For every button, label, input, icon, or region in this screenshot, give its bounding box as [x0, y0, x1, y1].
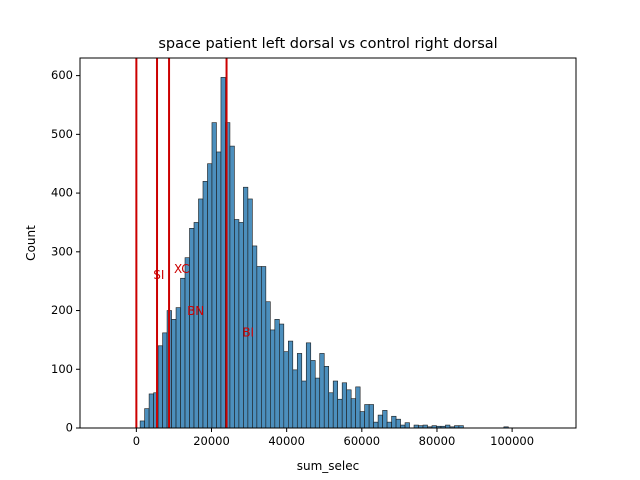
annotation-label: SI — [153, 268, 164, 282]
histogram-bar — [296, 353, 303, 429]
histogram-bar — [314, 377, 321, 429]
histogram-bar — [332, 380, 338, 429]
histogram-bar — [193, 222, 199, 429]
histogram-bar — [391, 415, 397, 429]
reference-annotations: SI XC BN BI — [153, 262, 254, 339]
histogram-bar — [355, 386, 361, 429]
histogram-bar — [279, 323, 285, 429]
x-tick-label: 40000 — [268, 434, 305, 448]
histogram-bar — [144, 408, 150, 429]
histogram-bar — [180, 277, 186, 429]
histogram-bar — [216, 151, 222, 429]
histogram-bar — [184, 257, 190, 429]
histogram-bar — [274, 319, 280, 429]
histogram-bar — [368, 404, 374, 429]
histogram-bar — [234, 219, 240, 429]
y-tick-label: 500 — [51, 127, 73, 141]
chart-title: space patient left dorsal vs control rig… — [158, 36, 497, 52]
histogram-bar — [189, 228, 195, 429]
histogram-bar — [341, 382, 347, 429]
y-axis-label: Count — [24, 225, 38, 261]
histogram-bar — [373, 421, 379, 429]
histogram-bar — [292, 369, 298, 429]
histogram-bar — [220, 77, 226, 429]
histogram-bar — [148, 393, 154, 429]
histogram-bar — [305, 342, 312, 429]
histogram-bar — [139, 420, 145, 429]
histogram-bar — [377, 414, 383, 429]
histogram-bar — [171, 319, 177, 429]
histogram-bar — [261, 266, 267, 429]
x-tick-label: 0 — [133, 434, 140, 448]
histogram-bar — [283, 351, 289, 429]
histogram-bar — [288, 340, 294, 429]
histogram-bar — [243, 186, 249, 429]
x-tick-label: 20000 — [193, 434, 230, 448]
histogram-bar — [337, 398, 343, 429]
histogram-bar — [157, 345, 163, 429]
histogram-bar — [229, 145, 235, 429]
x-tick-label: 80000 — [419, 434, 456, 448]
annotation-label: XC — [174, 262, 190, 276]
y-tick-label: 100 — [51, 362, 73, 376]
histogram-bar — [359, 411, 365, 429]
histogram-bar — [386, 421, 392, 429]
x-tick-label: 60000 — [344, 434, 381, 448]
histogram-bar — [404, 422, 410, 429]
reference-lines — [135, 58, 228, 428]
histogram-bar — [265, 301, 271, 429]
histogram-bar — [364, 404, 370, 429]
histogram-bar — [350, 398, 356, 429]
y-tick-label: 300 — [51, 244, 73, 258]
histogram-bar — [310, 360, 316, 429]
y-tick-label: 600 — [51, 68, 73, 82]
y-tick-label: 400 — [51, 186, 73, 200]
histogram-bar — [211, 122, 217, 429]
y-axis-ticks: 0 100 200 300 400 500 600 — [51, 68, 80, 435]
annotation-label: BI — [242, 325, 254, 339]
y-tick-label: 0 — [66, 421, 73, 435]
x-axis-label: sum_selec — [297, 459, 360, 473]
histogram-bar — [301, 380, 307, 429]
x-axis-ticks: 0 20000 40000 60000 80000 100000 — [133, 428, 534, 448]
annotation-label: BN — [187, 304, 204, 318]
histogram-bar — [162, 332, 168, 429]
y-tick-label: 200 — [51, 303, 73, 317]
histogram-bar — [328, 392, 334, 429]
histogram-bar — [247, 198, 253, 429]
histogram-bar — [256, 266, 262, 429]
histogram-bar — [175, 307, 181, 429]
histogram-bar — [319, 353, 325, 429]
plot-frame — [79, 57, 577, 429]
histogram-bar — [323, 366, 330, 429]
histogram-bar — [207, 163, 213, 429]
x-tick-label: 100000 — [490, 434, 534, 448]
histogram-bar — [346, 389, 352, 429]
histogram-bar — [395, 418, 401, 429]
histogram-bar — [270, 329, 276, 429]
histogram-bar — [382, 410, 388, 429]
